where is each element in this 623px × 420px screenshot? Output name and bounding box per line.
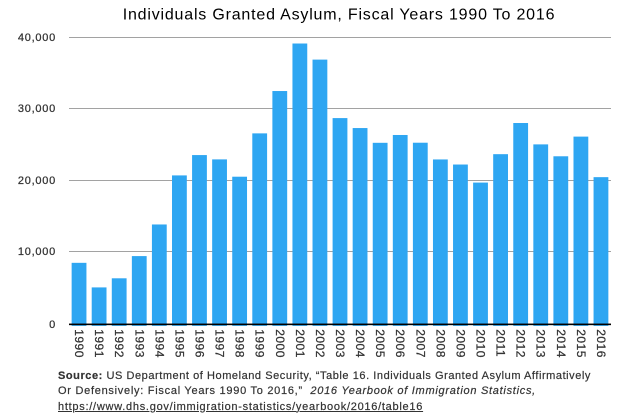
svg-text:2002: 2002 xyxy=(313,329,327,358)
svg-text:1996: 1996 xyxy=(192,329,206,358)
svg-text:2003: 2003 xyxy=(333,329,347,358)
svg-text:2012: 2012 xyxy=(514,329,528,358)
svg-text:40,000: 40,000 xyxy=(18,32,56,44)
svg-text:0: 0 xyxy=(49,319,56,331)
svg-text:Individuals Granted Asylum, Fi: Individuals Granted Asylum, Fiscal Years… xyxy=(123,6,556,23)
svg-text:1995: 1995 xyxy=(172,329,186,358)
svg-text:2014: 2014 xyxy=(554,329,568,358)
svg-text:2009: 2009 xyxy=(453,329,467,358)
svg-text:2001: 2001 xyxy=(293,329,307,358)
svg-text:2006: 2006 xyxy=(393,329,407,358)
svg-text:2007: 2007 xyxy=(413,329,427,358)
svg-text:1990: 1990 xyxy=(72,329,86,358)
svg-text:2015: 2015 xyxy=(574,329,588,358)
svg-text:2013: 2013 xyxy=(534,329,548,358)
svg-text:2016: 2016 xyxy=(594,329,608,358)
svg-text:1997: 1997 xyxy=(213,329,227,358)
svg-text:2011: 2011 xyxy=(494,329,508,357)
svg-text:2005: 2005 xyxy=(373,329,387,358)
svg-text:30,000: 30,000 xyxy=(18,103,56,115)
svg-text:1993: 1993 xyxy=(132,329,146,358)
svg-text:2004: 2004 xyxy=(353,329,367,358)
svg-text:2008: 2008 xyxy=(433,329,447,358)
svg-text:1998: 1998 xyxy=(233,329,247,358)
svg-text:1992: 1992 xyxy=(112,329,126,358)
svg-text:20,000: 20,000 xyxy=(18,175,56,187)
svg-text:1991: 1991 xyxy=(92,329,106,358)
svg-text:2000: 2000 xyxy=(273,329,287,358)
svg-text:1994: 1994 xyxy=(152,329,166,358)
svg-text:10,000: 10,000 xyxy=(18,246,56,258)
svg-text:1999: 1999 xyxy=(253,329,267,358)
svg-text:2010: 2010 xyxy=(474,329,488,358)
